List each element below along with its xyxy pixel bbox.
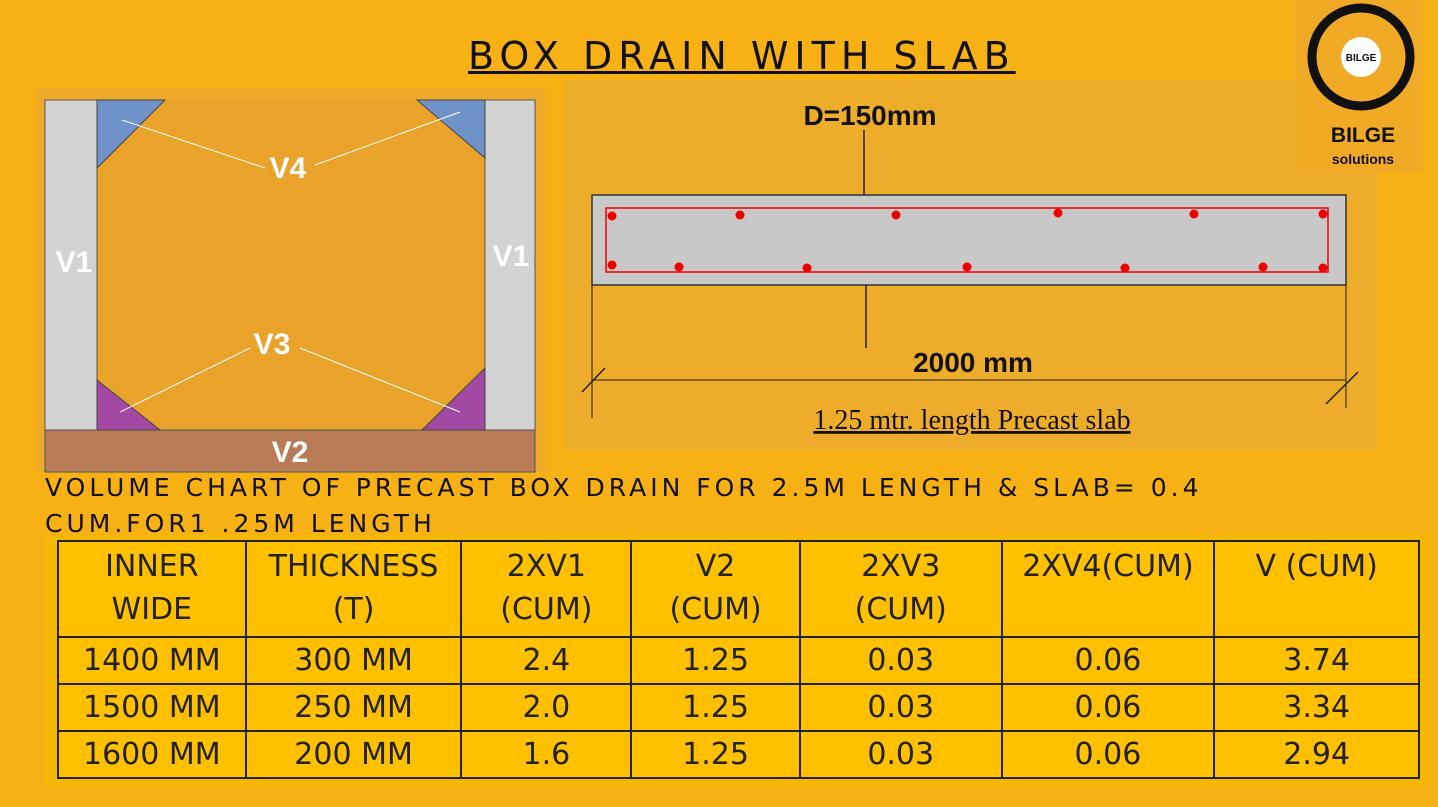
logo-ring (1307, 3, 1415, 111)
table-cell: 200 MM (244, 730, 463, 779)
label-v2: V2 (272, 436, 309, 469)
header-cell: 2XV1 (CUM) (460, 540, 633, 638)
box-inner (97, 100, 485, 430)
volume-table: INNER WIDE THICKNESS (T) 2XV1 (CUM) V2 (CUM… (57, 540, 1420, 779)
rebar-cage (605, 207, 1329, 273)
table-cell: 2.4 (460, 636, 633, 685)
table-cell: 0.03 (798, 636, 1003, 685)
logo-name: BILGE (1331, 124, 1395, 147)
table-cell: 1500 MM (57, 683, 247, 732)
logo-badge: BILGE (1346, 53, 1377, 64)
table-cell: 3.34 (1213, 683, 1420, 732)
right-wall (484, 99, 536, 431)
width-label: 2000 mm (913, 347, 1033, 378)
dim-tick (1325, 371, 1359, 405)
table-row: 1500 MM 250 MM 2.0 1.25 0.03 0.06 3.34 (57, 683, 1420, 732)
depth-label: D=150mm (803, 100, 936, 131)
haunch-bottom-left (96, 378, 162, 431)
haunch-top-right (415, 99, 486, 160)
pointer (121, 119, 266, 169)
haunch-top-left (96, 99, 167, 170)
logo-disc (1341, 37, 1381, 77)
pointer (299, 347, 461, 413)
table-body: 1400 MM 300 MM 2.4 1.25 0.03 0.06 3.74 1500 MM 2… (57, 636, 1420, 779)
table-cell: 0.03 (798, 683, 1003, 732)
table-cell: 2.0 (460, 683, 633, 732)
table-cell: 0.06 (1000, 730, 1216, 779)
label-v4: V4 (270, 152, 307, 185)
table-cell: 1.6 (460, 730, 633, 779)
dim-tick (581, 367, 606, 393)
rebars (607, 208, 1328, 273)
haunch-bottom-right (420, 366, 486, 431)
chart-caption: VOLUME CHART OF PRECAST BOX DRAIN FOR 2.… (45, 473, 1203, 538)
table-cell: 0.03 (798, 730, 1003, 779)
pointer (314, 111, 461, 166)
table-cell: 1400 MM (57, 636, 247, 685)
table-cell: 2.94 (1213, 730, 1420, 779)
header-row: INNER WIDE THICKNESS (T) 2XV1 (CUM) V2 (CUM… (57, 540, 1420, 638)
table-row: 1600 MM 200 MM 1.6 1.25 0.03 0.06 2.94 (57, 730, 1420, 779)
table-cell: 1.25 (630, 683, 801, 732)
header-cell: 2XV3 (CUM) (798, 540, 1003, 638)
table-cell: 1.25 (630, 730, 801, 779)
table-cell: 250 MM (244, 683, 463, 732)
logo-tagline: solutions (1332, 151, 1394, 167)
table-cell: 3.74 (1213, 636, 1420, 685)
table-cell: 1600 MM (57, 730, 247, 779)
base-slab (44, 429, 536, 473)
slab-caption: 1.25 mtr. length Precast slab (813, 405, 1130, 436)
table-cell: 1.25 (630, 636, 801, 685)
header-cell: THICKNESS (T) (244, 540, 463, 638)
header-cell: V (CUM) (1213, 540, 1420, 638)
header-cell: INNER WIDE (57, 540, 247, 638)
header-cell: V2 (CUM) (630, 540, 801, 638)
table-cell: 0.06 (1000, 683, 1216, 732)
label-v1: V1 (493, 240, 530, 273)
header-cell: 2XV4(CUM) (1000, 540, 1216, 638)
label-v1: V1 (56, 246, 93, 279)
page-title: BOX DRAIN WITH SLAB (468, 34, 1016, 78)
pointer (119, 347, 251, 413)
label-v3: V3 (254, 328, 291, 361)
table-cell: 300 MM (244, 636, 463, 685)
table-row: 1400 MM 300 MM 2.4 1.25 0.03 0.06 3.74 (57, 636, 1420, 685)
table-cell: 0.06 (1000, 636, 1216, 685)
